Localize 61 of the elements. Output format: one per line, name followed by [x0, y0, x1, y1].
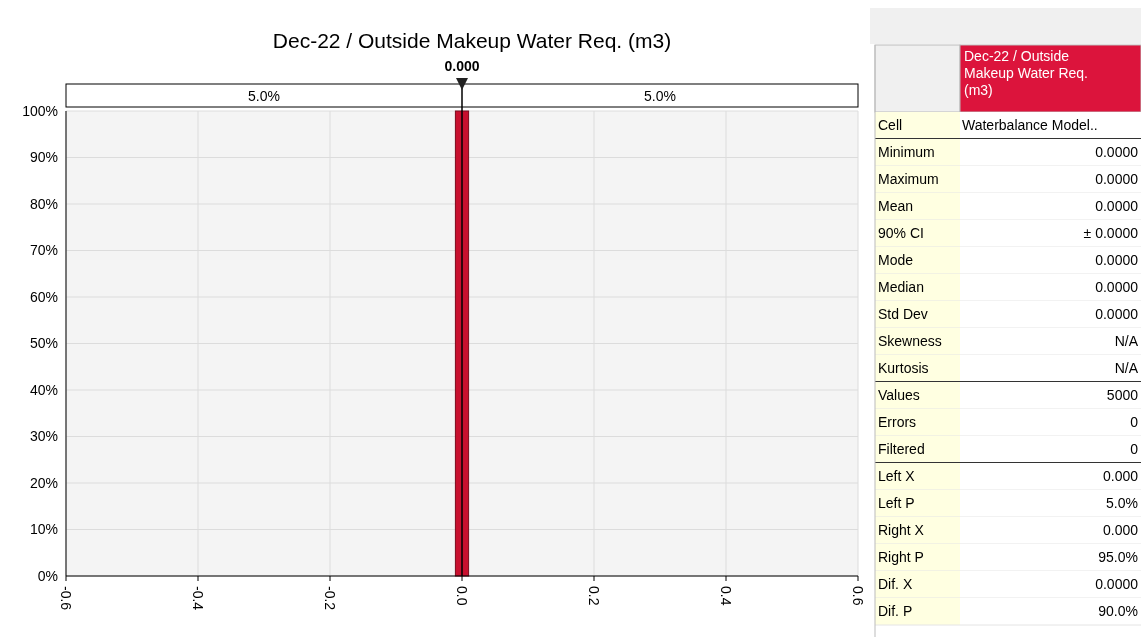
y-tick-label: 50%	[29, 335, 58, 352]
x-tick-label: 0.0	[454, 586, 471, 606]
text: Right X	[878, 522, 925, 539]
y-tick-label: 80%	[29, 195, 58, 212]
text: 0.000	[1102, 468, 1139, 485]
text: Mode	[878, 252, 914, 269]
y-tick-label: 70%	[29, 242, 58, 259]
text: Minimum	[878, 144, 935, 161]
text: Errors	[878, 414, 917, 431]
y-tick-label: 90%	[29, 149, 58, 166]
y-tick-label: 20%	[29, 474, 58, 491]
text: 90.0%	[1098, 603, 1138, 620]
text: 0.0000	[1095, 198, 1139, 215]
text: ± 0.0000	[1083, 225, 1139, 242]
y-tick-label: 30%	[29, 428, 58, 445]
y-tick-label: 10%	[29, 521, 58, 538]
text: 0.000	[1102, 522, 1139, 539]
text: 0.0000	[1095, 306, 1139, 323]
text: Maximum	[878, 171, 939, 188]
text: Skewness	[878, 333, 942, 350]
text: Dec-22 / Outside Makeup Water Req. (m3)	[964, 48, 1088, 98]
y-tick-label: 100%	[22, 102, 58, 119]
text: Right P	[878, 549, 924, 566]
text: 0.0000	[1095, 576, 1139, 593]
text: 90% CI	[878, 225, 924, 242]
text: Median	[878, 279, 924, 296]
text: Values	[878, 387, 920, 404]
text: 0.0000	[1095, 252, 1139, 269]
text: 5000	[1106, 387, 1139, 404]
text: 95.0%	[1098, 549, 1138, 566]
x-tick-label: 0.6	[850, 586, 867, 606]
text: N/A	[1114, 360, 1139, 377]
x-tick-label: -0.2	[322, 586, 339, 611]
text: 0.0000	[1095, 279, 1139, 296]
text: Mean	[878, 198, 914, 215]
text: Waterbalance Model..	[962, 117, 1098, 134]
text: Dif. P	[878, 603, 913, 620]
text: Std Dev	[878, 306, 928, 323]
text: Cell	[878, 117, 903, 134]
x-tick-label: 0.4	[718, 586, 735, 606]
text: 5.0%	[1106, 495, 1138, 512]
text: Filtered	[878, 441, 925, 458]
text: Left P	[878, 495, 915, 512]
y-tick-label: 40%	[29, 381, 58, 398]
chart-title: Dec-22 / Outside Makeup Water Req. (m3)	[272, 29, 672, 52]
text: Left X	[878, 468, 916, 485]
text: 0	[1130, 441, 1139, 458]
y-tick-label: 0%	[37, 567, 58, 584]
y-tick-label: 60%	[29, 288, 58, 305]
text: Dif. X	[878, 576, 913, 593]
text: 5.0%	[248, 88, 280, 104]
text: 0.0000	[1095, 171, 1139, 188]
x-tick-label: -0.4	[190, 586, 207, 611]
text: 0	[1130, 414, 1139, 431]
ref-line-label: 0.000	[444, 58, 480, 74]
text: N/A	[1114, 333, 1139, 350]
x-tick-label: -0.6	[58, 586, 75, 611]
text: 0.0000	[1095, 144, 1139, 161]
text: Kurtosis	[878, 360, 929, 377]
text: 5.0%	[644, 88, 676, 104]
x-tick-label: 0.2	[586, 586, 603, 606]
